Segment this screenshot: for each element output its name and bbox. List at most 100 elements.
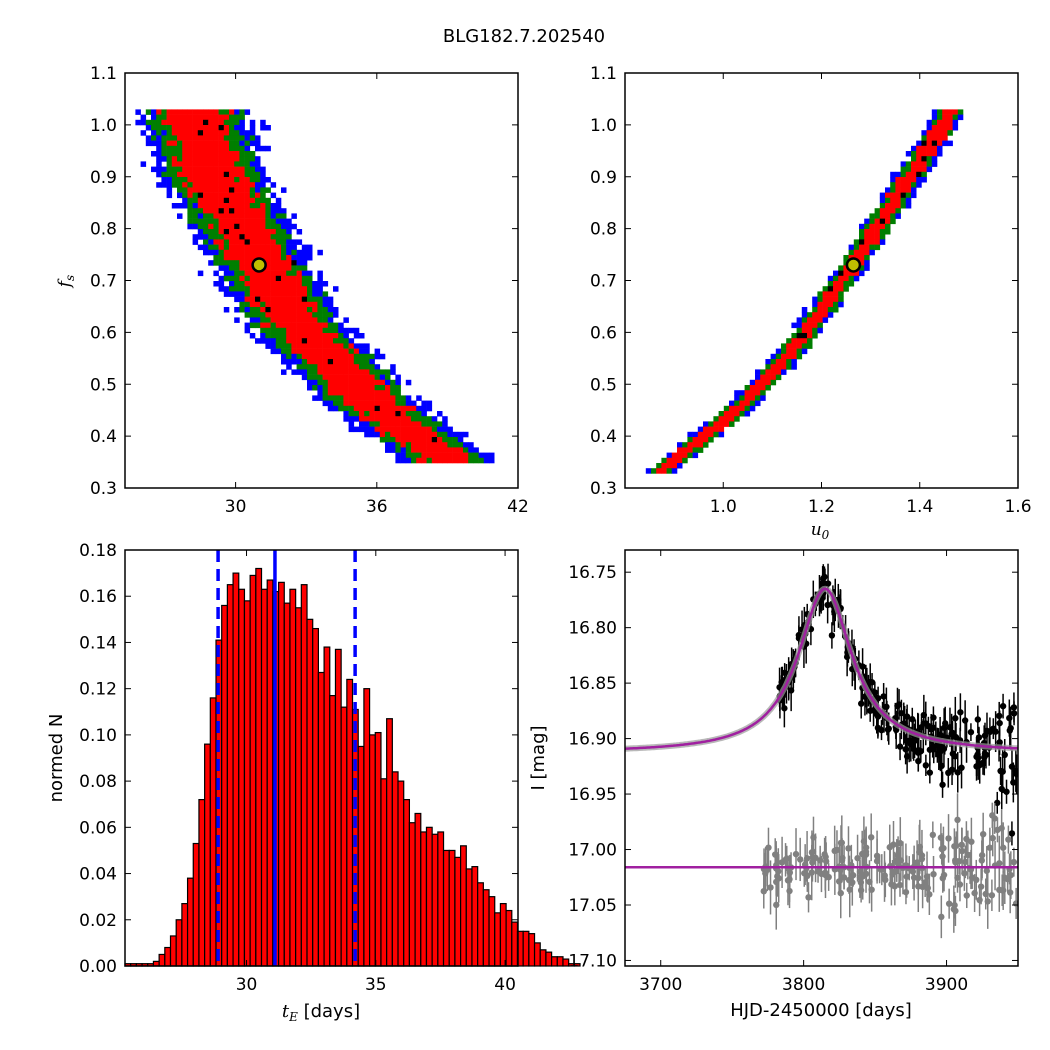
fs-u0-cell — [957, 109, 964, 115]
fs-u0-cell — [937, 125, 943, 131]
fs-te-cell — [301, 265, 308, 271]
fs-u0-cell — [708, 437, 714, 443]
fs-te-cell — [322, 296, 329, 303]
secondary-data-point — [862, 851, 870, 858]
fs-te-cell — [270, 343, 277, 349]
fs-te-cell — [244, 197, 251, 204]
fs-te-cell — [208, 114, 214, 121]
fs-te-cell — [234, 182, 240, 188]
fs-te-cell — [431, 426, 438, 433]
fs-te-cell — [348, 400, 355, 407]
fs-u0-cell — [885, 218, 891, 225]
fs-u0-cell — [838, 275, 844, 282]
fs-te-cell — [187, 145, 193, 152]
fs-u0-cell — [817, 317, 823, 323]
fs-te-cell — [333, 369, 339, 375]
fs-u0-cell — [817, 327, 823, 334]
primary-data-point — [1007, 724, 1014, 732]
secondary-data-point — [782, 856, 789, 863]
fs-u0-cell — [931, 161, 938, 167]
fs-te-cell — [244, 260, 251, 266]
secondary-data-point — [991, 815, 998, 822]
fs-te-cell — [229, 208, 235, 214]
fs-te-cell — [286, 333, 292, 339]
fs-u0-cell — [749, 379, 756, 386]
fs-te-cell — [270, 192, 277, 199]
fs-te-cell — [182, 182, 188, 188]
fs-te-cell — [364, 343, 370, 349]
fs-te-cell — [192, 239, 199, 245]
fs-u0-cell — [827, 281, 834, 287]
fs-te-cell — [265, 239, 271, 245]
fs-te-cell — [291, 213, 297, 219]
fs-te-cell — [244, 203, 251, 209]
fs-te-cell — [327, 307, 334, 313]
fs-te-cell — [203, 192, 209, 199]
fs-te-cell — [379, 416, 386, 422]
fs-te-cell — [348, 416, 355, 422]
fs-te-cell — [229, 291, 235, 297]
secondary-data-point — [956, 857, 963, 865]
fs-te-cell — [177, 161, 183, 167]
fs-te-cell — [426, 442, 433, 448]
fs-te-cell — [478, 452, 485, 459]
fs-te-cell — [286, 322, 292, 329]
fs-u0-cell — [801, 343, 808, 349]
fs-te-cell — [312, 348, 318, 355]
primary-data-point — [997, 767, 1004, 775]
fs-te-cell — [260, 218, 266, 225]
fs-te-cell — [213, 197, 219, 204]
fs-te-cell — [249, 312, 256, 318]
fs-te-cell — [229, 239, 235, 245]
fs-te-cell — [353, 426, 360, 433]
fs-te-cell — [249, 249, 256, 256]
fs-u0-cell — [895, 177, 901, 183]
fs-te-cell — [255, 312, 261, 318]
fs-te-cell — [369, 426, 375, 433]
fs-te-cell — [197, 203, 204, 209]
fs-te-cell — [405, 421, 412, 427]
fs-u0-cell — [734, 390, 740, 396]
fs-te-cell — [301, 322, 308, 329]
fs-te-cell — [307, 255, 313, 261]
fs-te-cell — [182, 203, 188, 209]
fs-u0-cell — [869, 213, 875, 219]
fs-te-cell — [400, 400, 407, 407]
fs-te-cell — [431, 437, 438, 443]
fs-te-cell — [265, 338, 271, 344]
fs-te-cell — [327, 296, 334, 303]
fs-u0-cell — [926, 145, 933, 152]
fs-te-cell — [405, 457, 412, 464]
fs-te-cell — [275, 223, 282, 230]
fs-te-cell — [390, 390, 396, 396]
fs-te-cell — [260, 317, 266, 323]
fs-te-cell — [192, 208, 199, 214]
fs-te-cell — [338, 400, 344, 407]
fs-u0-cell — [942, 114, 948, 121]
fs-te-cell — [400, 437, 407, 443]
fs-te-cell — [234, 166, 240, 173]
fs-u0-cell — [775, 374, 782, 381]
fs-te-cell — [229, 135, 235, 141]
fs-te-cell — [156, 145, 162, 152]
fs-u0-cell — [859, 229, 865, 235]
fs-te-cell — [343, 400, 349, 407]
fs-te-cell — [244, 307, 251, 313]
fs-te-cell — [281, 291, 287, 297]
fs-u0-cell — [755, 385, 761, 391]
fs-te-cell — [187, 192, 193, 199]
fs-u0-cell — [942, 135, 948, 141]
fs-te-cell — [177, 213, 183, 219]
fs-te-cell — [327, 390, 334, 396]
fs-te-cell — [255, 182, 261, 188]
fs-te-cell — [286, 338, 292, 344]
fs-te-cell — [317, 249, 323, 256]
fs-te-cell — [197, 161, 204, 167]
fs-te-cell — [317, 364, 323, 370]
fs-te-cell — [177, 166, 183, 173]
fs-te-cell — [223, 177, 230, 183]
fs-te-cell — [426, 447, 433, 453]
fs-te-cell — [333, 322, 339, 329]
light-curve-ticks: 3700 3800 390016.7516.8016.8516.9016.9517.… — [568, 550, 1018, 995]
fs-te-cell — [234, 187, 240, 193]
